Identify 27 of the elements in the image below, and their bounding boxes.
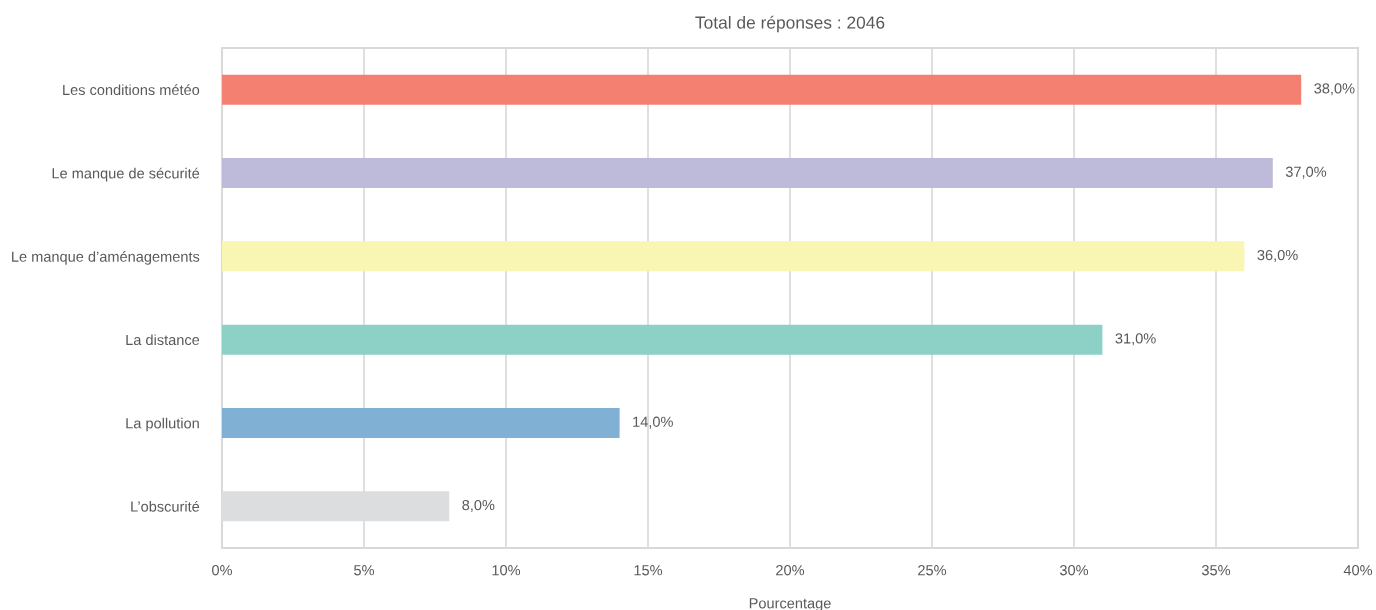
x-tick-label: 15% <box>634 565 663 576</box>
x-tick-label: 25% <box>918 565 947 576</box>
y-tick-label: Les conditions météo <box>63 84 200 96</box>
x-tick-label: 40% <box>1343 565 1373 576</box>
x-tick-label: 5% <box>354 565 375 576</box>
bar <box>222 324 1103 355</box>
y-tick-label: Le manque de sécurité <box>52 167 200 182</box>
x-tick-label: 0% <box>212 565 233 576</box>
data-label: 8,0% <box>462 499 495 512</box>
y-tick-label: L’obscurité <box>131 500 200 512</box>
data-label: 36,0% <box>1257 249 1298 262</box>
bar <box>222 158 1273 188</box>
x-tick-label: 35% <box>1201 565 1231 576</box>
bar <box>222 241 1245 272</box>
x-tick-label: 30% <box>1059 565 1089 576</box>
y-tick-label: La pollution <box>126 417 199 432</box>
bar <box>222 408 620 438</box>
chart-title: Total de réponses : 2046 <box>695 15 885 33</box>
data-label: 38,0% <box>1314 83 1355 96</box>
x-tick-label: 20% <box>776 565 805 576</box>
y-tick-label: Le manque d’aménagements <box>12 250 200 265</box>
bar <box>222 74 1302 105</box>
data-label: 37,0% <box>1285 166 1327 179</box>
data-label: 31,0% <box>1115 333 1156 346</box>
data-label: 14,0% <box>633 416 673 429</box>
x-tick-label: 10% <box>492 565 521 576</box>
y-tick-label: La distance <box>126 334 200 346</box>
